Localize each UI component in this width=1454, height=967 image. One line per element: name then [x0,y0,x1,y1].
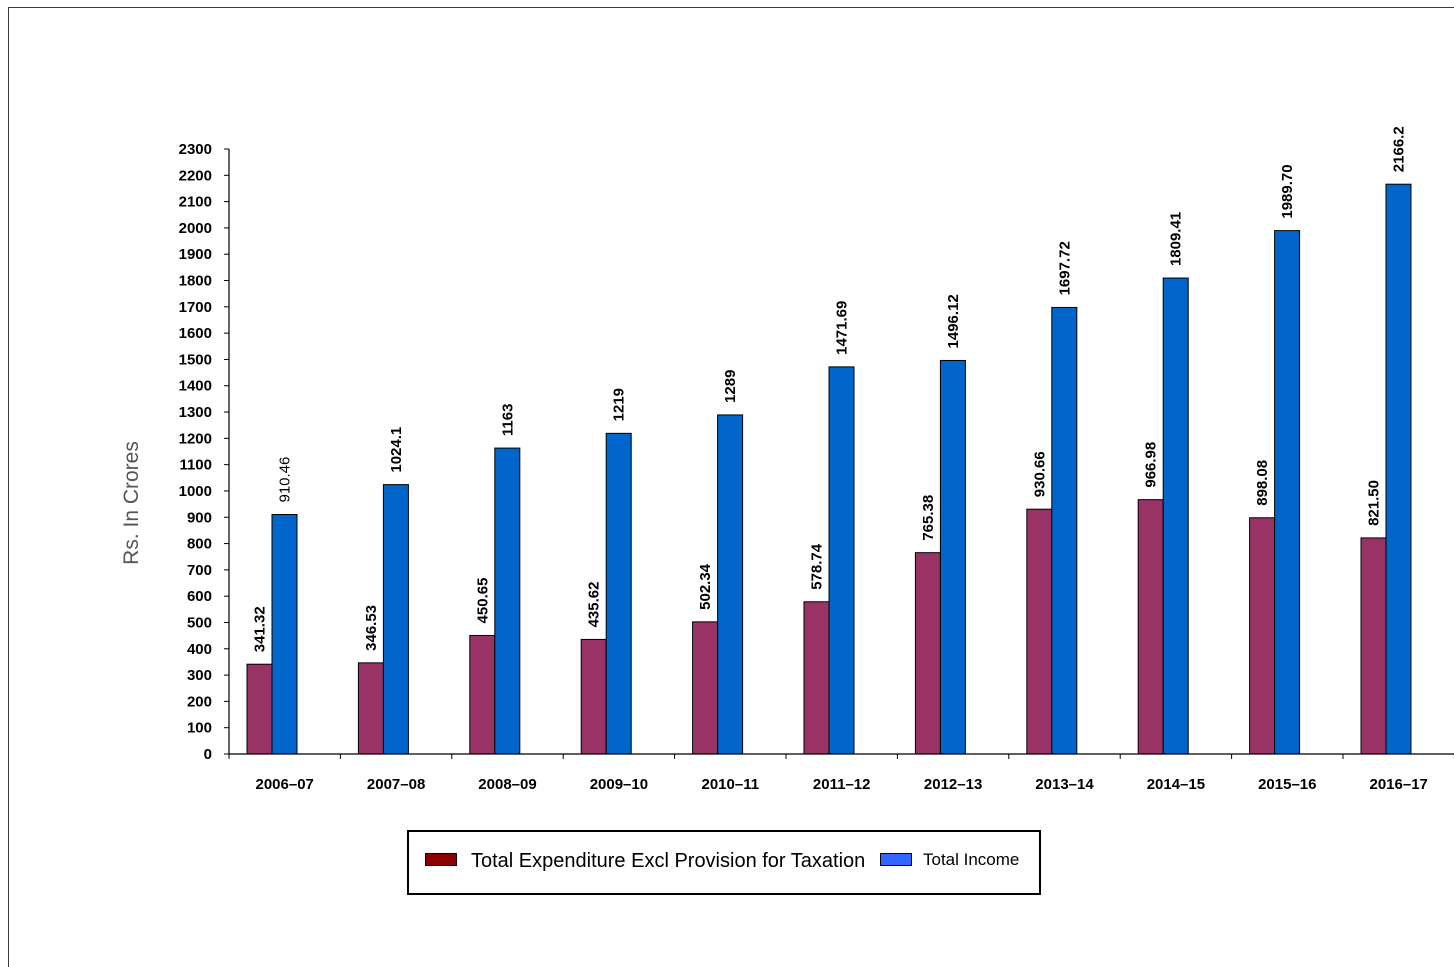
x-tick-label: 2009–10 [590,776,648,793]
data-label-income: 1289 [722,370,739,403]
y-tick-label: 500 [187,614,212,631]
y-tick-label: 2200 [179,167,212,184]
chart-frame [8,7,1454,967]
legend-swatch-expenditure [425,853,457,866]
x-tick-label: 2011–12 [813,776,871,793]
x-tick-label: 2007–08 [367,776,425,793]
bar-expenditure [357,662,384,755]
bar-expenditure [1249,517,1276,755]
data-labels: 341.32 910.46 346.53 1024.1 450.65 1163 435.62… [252,126,1408,652]
legend-label-expenditure: Total Expenditure Excl Provision for Tax… [471,850,866,872]
y-tick-label: 1400 [179,378,212,395]
y-tick-label: 600 [187,588,212,605]
bar-expenditure [803,601,830,755]
data-label-expenditure: 765.38 [920,495,937,541]
bar-expenditure [469,634,496,755]
y-tick-label: 300 [187,667,212,684]
x-tick-label: 2016–17 [1369,776,1427,793]
data-label-income: 1471.69 [834,301,851,355]
y-tick-label: 2000 [179,220,212,237]
bar-income [382,484,409,755]
data-label-income: 1809.41 [1168,212,1185,266]
y-tick-label: 1100 [179,457,212,474]
bar-expenditure [1137,499,1164,755]
data-label-expenditure: 341.32 [252,606,269,652]
data-label-income: 1024.1 [388,427,405,473]
legend-swatch-income [880,853,912,866]
bar-expenditure [692,621,719,755]
data-label-expenditure: 821.50 [1366,480,1383,526]
bar-income [1385,183,1412,755]
data-label-income: 1219 [611,388,628,421]
data-label-expenditure: 502.34 [697,563,714,610]
bar-expenditure [1360,537,1387,755]
x-axis-labels: 2006–07 2007–08 2008–09 2009–10 2010–11 2011–… [228,754,1454,793]
y-tick-label: 400 [187,641,212,658]
y-tick-label: 2300 [179,141,212,158]
y-tick-label: 1600 [179,325,212,342]
data-label-expenditure: 578.74 [809,543,826,590]
bar-income [605,432,632,755]
data-label-income: 2166.2 [1391,126,1408,172]
y-tick-label: 0 [204,746,212,763]
data-label-expenditure: 450.65 [474,578,491,624]
x-tick-label: 2014–15 [1147,776,1205,793]
bar-expenditure [1026,508,1053,755]
x-tick-label: 2008–09 [478,776,536,793]
x-tick-label: 2012–13 [924,776,982,793]
data-label-expenditure: 898.08 [1254,460,1271,506]
bar-expenditure [580,638,607,755]
y-tick-label: 800 [187,536,212,553]
bar-income [1274,230,1301,755]
bar-income [1162,277,1189,755]
x-tick-label: 2010–11 [702,776,760,793]
legend: Total Expenditure Excl Provision for Tax… [407,830,1041,895]
x-tick-label: 2006–07 [255,776,313,793]
bar-income [494,447,521,755]
legend-label-income: Total Income [923,850,1020,869]
bar-income [939,359,966,755]
data-label-expenditure: 346.53 [363,605,380,651]
y-tick-label: 1500 [179,351,212,368]
y-axis-ticks: 0 100 200 300 400 500 600 700 800 900 1000 1100 1200… [179,141,229,763]
bar-income [271,514,298,755]
data-label-expenditure: 435.62 [586,582,603,628]
y-tick-label: 2100 [179,194,212,211]
y-tick-label: 700 [187,562,212,579]
y-tick-label: 1200 [179,430,212,447]
y-tick-label: 100 [187,720,212,737]
bar-income [828,366,855,755]
bar-expenditure [914,552,941,755]
data-label-expenditure: 966.98 [1143,442,1160,488]
data-label-income: 910.46 [277,457,294,503]
bar-income [717,414,744,755]
axes [228,149,1454,755]
y-tick-label: 1300 [179,404,212,421]
bar-income [1051,306,1078,755]
data-label-expenditure: 930.66 [1031,451,1048,497]
y-tick-label: 1700 [179,299,212,316]
data-label-income: 1697.72 [1056,241,1073,295]
bar-expenditure [246,663,273,755]
y-tick-label: 200 [187,693,212,710]
y-tick-label: 1800 [179,273,212,290]
y-tick-label: 900 [187,509,212,526]
y-axis-label: Rs. In Crores [120,441,143,565]
data-label-income: 1496.12 [945,294,962,348]
data-label-income: 1989.70 [1279,164,1296,218]
data-label-income: 1163 [499,404,516,437]
bars [246,183,1412,755]
x-tick-label: 2013–14 [1035,776,1094,793]
y-tick-label: 1000 [179,483,212,500]
y-tick-label: 1900 [179,246,212,263]
x-tick-label: 2015–16 [1258,776,1316,793]
